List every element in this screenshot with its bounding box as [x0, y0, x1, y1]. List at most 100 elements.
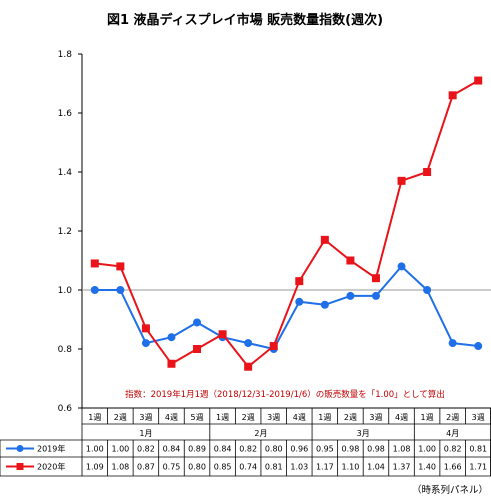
- series-point-0: [295, 297, 304, 306]
- data-label-1: 0.75: [163, 463, 181, 472]
- y-tick-label: 0.6: [58, 404, 73, 414]
- data-label-1: 1.40: [418, 463, 436, 472]
- data-label-1: 1.10: [342, 463, 360, 472]
- series-point-1: [167, 359, 176, 368]
- data-label-1: 1.04: [367, 463, 385, 472]
- footnote: （時系列パネル）: [412, 484, 488, 496]
- y-tick-label: 1.6: [58, 109, 73, 119]
- month-label: 4月: [446, 429, 459, 438]
- data-label-1: 1.37: [393, 463, 411, 472]
- y-tick-label: 1.0: [58, 286, 73, 296]
- data-label-0: 0.89: [188, 445, 206, 454]
- data-label-0: 0.84: [214, 445, 232, 454]
- series-point-1: [320, 235, 329, 244]
- data-label-0: 0.80: [265, 445, 283, 454]
- data-label-1: 1.71: [469, 463, 487, 472]
- series-point-0: [141, 339, 150, 348]
- data-label-0: 0.96: [290, 445, 308, 454]
- series-point-0: [320, 300, 329, 309]
- data-label-1: 1.17: [316, 463, 334, 472]
- data-label-0: 0.98: [342, 445, 360, 454]
- data-label-0: 0.81: [469, 445, 487, 454]
- series-point-0: [397, 262, 406, 271]
- series-point-1: [141, 324, 150, 333]
- data-label-0: 0.82: [239, 445, 257, 454]
- month-label: 1月: [139, 429, 152, 438]
- series-point-0: [448, 339, 457, 348]
- series-point-1: [295, 277, 304, 286]
- y-tick-label: 1.2: [58, 227, 72, 237]
- series-point-0: [423, 286, 432, 294]
- series-point-1: [423, 168, 432, 176]
- series-point-1: [90, 259, 99, 268]
- series-point-0: [193, 318, 202, 327]
- y-tick-label: 1.4: [58, 168, 73, 178]
- data-label-1: 0.87: [137, 463, 155, 472]
- week-label: 1週: [421, 413, 434, 422]
- index-annotation: 指数：2019年1月1週（2018/12/31-2019/1/6）の販売数量を「…: [125, 389, 445, 400]
- week-label: 4週: [293, 413, 306, 422]
- series-point-1: [193, 345, 202, 353]
- week-label: 1週: [216, 413, 229, 422]
- data-label-1: 1.03: [290, 463, 308, 472]
- series-line-1: [94, 79, 479, 368]
- series-point-0: [167, 333, 176, 342]
- series-point-0: [116, 286, 125, 294]
- data-label-0: 0.98: [367, 445, 385, 454]
- week-label: 1週: [88, 413, 101, 422]
- legend-marker-0: [16, 445, 24, 452]
- week-label: 2週: [114, 413, 127, 422]
- data-label-1: 1.66: [444, 463, 462, 472]
- data-label-0: 1.00: [418, 445, 436, 454]
- week-label: 2週: [344, 413, 357, 422]
- series-point-0: [371, 291, 380, 300]
- week-label: 3週: [369, 413, 382, 422]
- series-point-1: [269, 342, 278, 351]
- series-name-1: 2020年: [37, 462, 65, 472]
- week-label: 5週: [190, 413, 203, 422]
- data-label-0: 0.82: [444, 445, 462, 454]
- series-point-1: [448, 91, 457, 100]
- week-label: 1週: [318, 413, 331, 422]
- data-table: 1週 2週 3週 4週 5週 1週 2週 3週 4週 1週 2週 3週 4週 1週 2週 3週 1月 2月 3月 4月…: [0, 408, 491, 477]
- week-label: 4週: [395, 413, 408, 422]
- legend-marker-1: [16, 463, 24, 470]
- series-point-1: [474, 76, 483, 85]
- series-point-0: [474, 342, 483, 351]
- chart-title: 図1 液晶ディスプレイ市場 販売数量指数(週次): [107, 12, 383, 28]
- week-label: 3週: [472, 413, 485, 422]
- series-point-1: [371, 274, 380, 283]
- data-label-1: 0.85: [214, 463, 232, 472]
- series-name-0: 2019年: [37, 444, 65, 454]
- y-tick-label: 0.8: [58, 345, 73, 355]
- data-label-0: 1.08: [393, 445, 411, 454]
- data-label-0: 0.84: [163, 445, 181, 454]
- data-label-0: 1.00: [86, 445, 104, 454]
- data-label-0: 1.00: [111, 445, 129, 454]
- week-label: 4週: [165, 413, 178, 422]
- data-label-1: 0.81: [265, 463, 283, 472]
- series-point-1: [244, 362, 253, 371]
- series-point-1: [218, 330, 227, 339]
- y-tick-label: 1.8: [58, 50, 73, 60]
- series-point-0: [244, 339, 253, 348]
- data-label-0: 0.82: [137, 445, 155, 454]
- series-point-1: [397, 176, 406, 185]
- month-label: 3月: [357, 429, 370, 438]
- data-label-1: 0.80: [188, 463, 206, 472]
- week-label: 3週: [139, 413, 152, 422]
- series-point-0: [90, 286, 99, 294]
- week-label: 2週: [446, 413, 459, 422]
- series-point-1: [116, 262, 125, 271]
- data-label-1: 0.74: [239, 463, 257, 472]
- series-line-0: [94, 265, 479, 350]
- week-label: 3週: [267, 413, 280, 422]
- week-label: 2週: [242, 413, 255, 422]
- plot-area: 0.6 0.8 1.0 1.2 1.4 1.6 1.8: [58, 50, 491, 414]
- data-label-0: 0.95: [316, 445, 334, 454]
- data-label-1: 1.08: [111, 463, 129, 472]
- data-label-1: 1.09: [86, 463, 104, 472]
- series-point-0: [346, 291, 355, 300]
- series-point-1: [346, 256, 355, 265]
